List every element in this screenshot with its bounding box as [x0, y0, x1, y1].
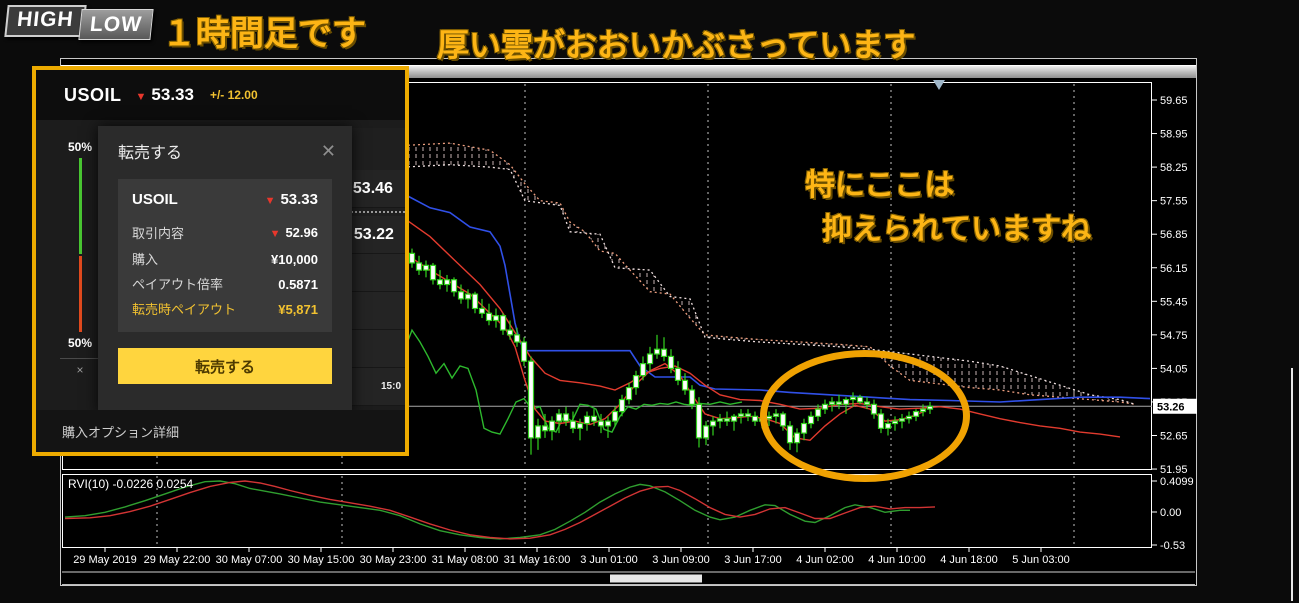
dialog-title: 転売する — [118, 145, 183, 162]
svg-text:3 Jun 01:00: 3 Jun 01:00 — [580, 554, 638, 566]
dialog-symbol: USOIL — [132, 191, 178, 208]
svg-text:4 Jun 02:00: 4 Jun 02:00 — [796, 554, 854, 566]
date-axis: 29 May 2019 29 May 22:00 30 May 07:00 30 Ma… — [73, 548, 1070, 566]
row-label: 転売時ペイアウト — [132, 302, 237, 317]
panel-footer: 購入オプション詳細 — [36, 410, 405, 452]
svg-text:53.26: 53.26 — [1157, 401, 1185, 413]
trade-panel-header: USOIL ▼ 53.33 +/- 12.00 — [36, 70, 405, 120]
dotted-separator — [334, 211, 405, 213]
gauge-top-percent: 50% — [67, 140, 93, 154]
svg-text:3 Jun 17:00: 3 Jun 17:00 — [724, 554, 782, 566]
svg-text:58.95: 58.95 — [1160, 129, 1188, 141]
logo-high: HIGH — [4, 5, 87, 37]
highlow-logo: HIGH LOW — [4, 4, 154, 40]
rvi-lines — [64, 480, 936, 540]
option-time: 15:0 — [380, 381, 401, 392]
rvi-plot-border — [62, 474, 1152, 548]
svg-text:31 May 08:00: 31 May 08:00 — [432, 554, 499, 566]
purchase-row: 購入 ¥10,000 — [132, 247, 318, 272]
symbol-spread: +/- 12.00 — [209, 88, 258, 102]
symbol-price: ▼ 53.33 — [135, 85, 194, 104]
sentiment-gauge: 50% 50% × — [54, 140, 106, 377]
logo-low: LOW — [77, 9, 154, 40]
ichimoku-cloud — [402, 142, 1136, 405]
row-value: ▼ 52.96 — [269, 225, 318, 240]
annotation-timeframe: １時間足です — [162, 15, 366, 53]
payout-rate-row: ペイアウト倍率 0.5871 — [132, 272, 318, 297]
row-value: ¥5,871 — [278, 302, 318, 317]
highlight-ellipse — [760, 350, 970, 482]
price-down-icon: ▼ — [269, 228, 281, 240]
price-down-icon: ▼ — [264, 195, 276, 207]
row-value: ¥10,000 — [271, 252, 318, 267]
bottom-scrollbar-thumb[interactable] — [610, 574, 702, 583]
sellback-dialog: 転売する ✕ USOIL ▼ 53.33 取引内容 ▼ 52.96 購入 ¥10,0… — [98, 126, 352, 414]
option-price-up: 53.46 — [352, 179, 393, 197]
close-icon[interactable]: ✕ — [320, 140, 336, 161]
purchase-option-details-link[interactable]: 購入オプション詳細 — [62, 424, 180, 440]
annotation-note-line1: 特にここは — [805, 169, 955, 202]
row-label: ペイアウト倍率 — [132, 277, 224, 292]
svg-text:57.55: 57.55 — [1160, 196, 1188, 208]
svg-text:56.85: 56.85 — [1160, 229, 1188, 241]
svg-text:4 Jun 18:00: 4 Jun 18:00 — [940, 554, 998, 566]
gauge-low-bar — [78, 256, 82, 332]
gauge-bottom-percent: 50% — [67, 336, 93, 350]
sellback-button[interactable]: 転売する — [118, 348, 332, 384]
svg-text:30 May 23:00: 30 May 23:00 — [360, 554, 427, 566]
svg-text:3 Jun 09:00: 3 Jun 09:00 — [652, 554, 710, 566]
annotation-note-line2: 抑えられていますね — [822, 213, 1092, 246]
dialog-symbol-row: USOIL ▼ 53.33 — [132, 191, 318, 220]
current-price-tag — [1153, 398, 1197, 414]
gauge-divider — [60, 358, 100, 359]
option-price-down: 53.22 — [353, 225, 394, 243]
gauge-high-bar — [78, 158, 82, 254]
trade-panel: USOIL ▼53.33 +/- 12.00 ▲ 53.46 ▼ 53.22 1… — [32, 66, 409, 456]
dialog-symbol-price: ▼ 53.33 — [264, 191, 318, 208]
row-label: 取引内容 — [132, 226, 185, 241]
trade-detail-row: 取引内容 ▼ 52.96 — [132, 220, 318, 247]
rvi-scale-label: 0.4099 — [1160, 476, 1194, 488]
svg-text:4 Jun 10:00: 4 Jun 10:00 — [868, 554, 926, 566]
chart-marker-icon — [933, 80, 945, 90]
svg-text:30 May 07:00: 30 May 07:00 — [216, 554, 283, 566]
rvi-scale-label: -0.53 — [1160, 540, 1185, 552]
rvi-scale-label: 0.00 — [1160, 507, 1181, 519]
svg-text:29 May 2019: 29 May 2019 — [73, 554, 137, 566]
svg-text:52.65: 52.65 — [1160, 431, 1188, 443]
dialog-header: 転売する ✕ — [98, 126, 352, 171]
svg-text:58.25: 58.25 — [1160, 162, 1188, 174]
svg-text:30 May 15:00: 30 May 15:00 — [288, 554, 355, 566]
svg-text:51.95: 51.95 — [1160, 464, 1188, 476]
price-axis: 59.65 58.95 58.25 57.55 56.85 56.15 55.45 54.75… — [1152, 95, 1197, 476]
gauge-close-icon[interactable]: × — [76, 363, 84, 377]
svg-text:54.75: 54.75 — [1160, 330, 1188, 342]
svg-text:5 Jun 03:00: 5 Jun 03:00 — [1012, 554, 1070, 566]
svg-text:59.65: 59.65 — [1160, 95, 1188, 107]
trade-summary-card: USOIL ▼ 53.33 取引内容 ▼ 52.96 購入 ¥10,000 ペイアウ… — [118, 179, 332, 332]
svg-text:56.15: 56.15 — [1160, 263, 1188, 275]
svg-text:54.05: 54.05 — [1160, 363, 1188, 375]
svg-text:55.45: 55.45 — [1160, 296, 1188, 308]
rvi-label: RVI(10) -0.0226 0.0254 — [68, 477, 194, 491]
row-value: 0.5871 — [278, 277, 318, 292]
svg-text:31 May 16:00: 31 May 16:00 — [504, 554, 571, 566]
svg-text:29 May 22:00: 29 May 22:00 — [144, 554, 211, 566]
row-label: 購入 — [132, 252, 159, 267]
sellback-payout-row: 転売時ペイアウト ¥5,871 — [132, 297, 318, 322]
symbol-name: USOIL — [64, 84, 122, 105]
price-down-icon: ▼ — [135, 91, 147, 103]
annotation-cloud: 厚い雲がおおいかぶさっています — [437, 27, 916, 63]
